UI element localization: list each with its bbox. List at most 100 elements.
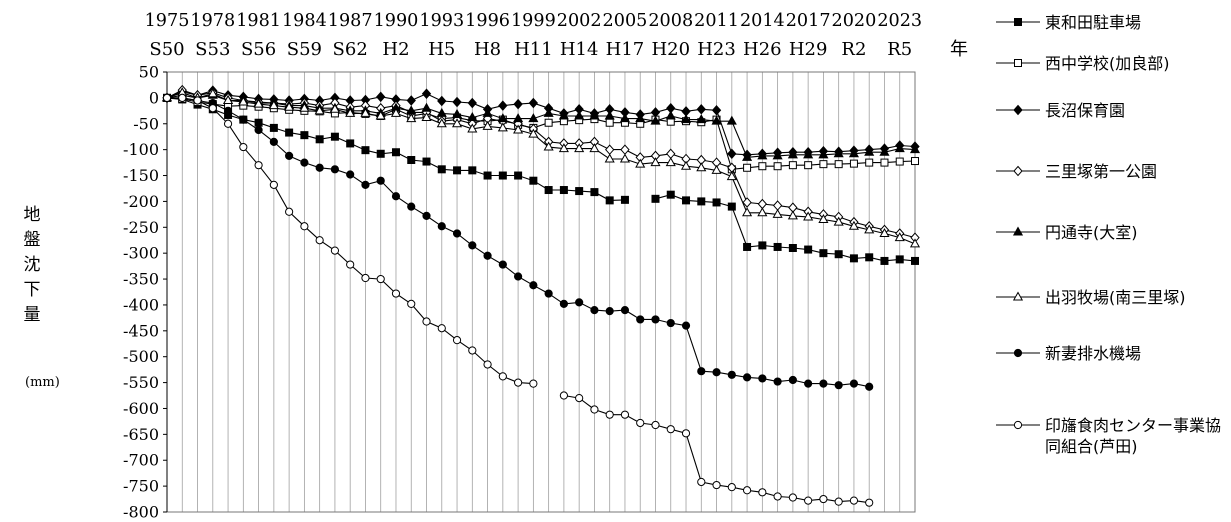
data-point (299, 102, 310, 112)
data-point (788, 161, 797, 170)
data-point (513, 124, 524, 134)
legend-label: 円通寺(大室) (1045, 223, 1138, 242)
data-point (605, 196, 614, 205)
data-point (712, 198, 721, 207)
data-point (711, 115, 722, 125)
data-point (803, 211, 814, 221)
x-tick-label-year: 2020 (832, 10, 877, 31)
data-point (833, 216, 844, 226)
series-line (166, 90, 916, 156)
data-point (666, 318, 675, 328)
legend-markers (996, 18, 1040, 430)
x-tick-label-era: H11 (514, 39, 553, 60)
data-point (727, 370, 736, 379)
data-point (346, 260, 355, 269)
grid (166, 72, 916, 512)
data-point (497, 122, 508, 132)
data-point (727, 148, 737, 160)
data-point (696, 114, 707, 124)
data-point (269, 137, 278, 146)
data-point (421, 102, 432, 112)
plot-frame (166, 71, 916, 513)
data-point (696, 162, 707, 172)
data-point (483, 171, 492, 180)
data-point (407, 299, 416, 309)
y-tick-label: -750 (123, 477, 159, 496)
data-point (483, 360, 492, 369)
data-point (451, 118, 463, 128)
data-point (848, 148, 859, 158)
data-point (909, 238, 921, 248)
data-point (711, 105, 722, 116)
data-point (529, 176, 538, 185)
data-point (544, 289, 553, 298)
legend-marker (1013, 104, 1023, 116)
data-point (651, 315, 660, 324)
data-point (911, 256, 919, 265)
data-point (575, 187, 584, 196)
data-point (376, 149, 385, 158)
data-point (697, 197, 706, 206)
data-point (390, 107, 402, 117)
data-point (421, 88, 432, 99)
data-point (665, 157, 676, 167)
data-point (543, 141, 554, 151)
data-point (636, 315, 645, 324)
data-point (574, 110, 585, 120)
data-point (743, 242, 752, 251)
x-tick-label-era: S59 (287, 39, 322, 60)
data-point (575, 394, 584, 403)
data-point (651, 420, 660, 430)
data-point (666, 425, 675, 434)
y-tick-label: -100 (123, 140, 159, 159)
x-tick-label-era: S50 (149, 39, 184, 60)
data-point (483, 251, 492, 260)
data-point (559, 299, 568, 309)
data-point (391, 289, 401, 298)
data-point (696, 104, 706, 115)
data-point (895, 255, 904, 264)
data-point (468, 346, 477, 355)
data-point (498, 260, 507, 269)
data-point (239, 115, 248, 124)
data-point (665, 110, 676, 120)
data-point (590, 306, 599, 315)
data-point (223, 119, 233, 128)
data-point (650, 157, 661, 167)
data-point (788, 244, 797, 252)
data-point (269, 123, 278, 132)
legend-marker (1013, 420, 1023, 430)
data-point (848, 220, 859, 230)
data-point (605, 410, 614, 419)
data-point (208, 104, 217, 113)
data-point (819, 249, 828, 258)
data-point (223, 106, 233, 115)
data-point (865, 253, 874, 262)
data-point (514, 378, 523, 387)
data-point (314, 105, 325, 115)
data-point (467, 97, 477, 109)
legend-label: 出羽牧場(南三里塚) (1045, 288, 1186, 307)
data-point (575, 298, 584, 307)
data-point (589, 143, 600, 153)
legend-label: 長沼保育園 (1045, 101, 1126, 120)
data-point (681, 321, 691, 330)
data-point (376, 274, 385, 284)
data-point (300, 222, 309, 231)
y-tick-label: -150 (123, 166, 159, 185)
data-point (804, 161, 813, 170)
data-point (680, 160, 692, 170)
data-point (772, 200, 783, 211)
data-point (407, 202, 416, 211)
data-point (788, 493, 797, 502)
data-point (315, 236, 324, 245)
data-point (742, 197, 752, 208)
data-point (269, 180, 278, 189)
data-point (315, 135, 324, 144)
data-point (773, 242, 782, 251)
data-point (376, 176, 385, 185)
data-point (604, 153, 615, 163)
data-point (712, 368, 721, 377)
data-point (758, 374, 767, 383)
data-point (650, 115, 661, 125)
